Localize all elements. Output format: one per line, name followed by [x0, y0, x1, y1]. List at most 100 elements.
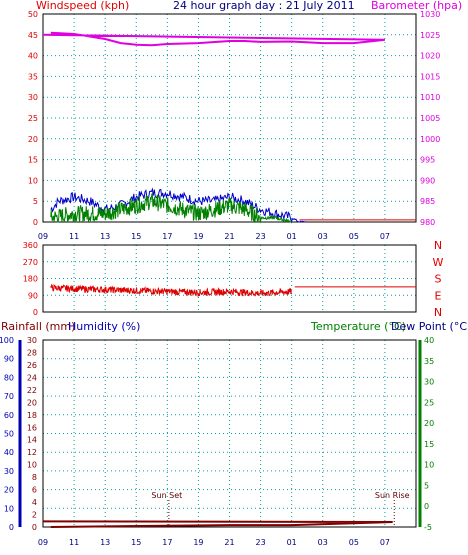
- temp-ytick-40: 40: [424, 336, 434, 345]
- hum-xtick-21: 21: [224, 538, 234, 547]
- rain-ytick-20: 20: [27, 398, 37, 407]
- wind-xtick-17: 17: [162, 232, 172, 241]
- humidity-label: Humidity (%): [68, 320, 141, 333]
- rain-ytick-24: 24: [27, 373, 37, 382]
- rain-ytick-0: 0: [32, 523, 37, 532]
- hum-xtick-23: 23: [255, 538, 265, 547]
- wind-chart-frame: [42, 13, 417, 223]
- hum-ytick-100: 100: [0, 336, 14, 345]
- hum-xtick-15: 15: [131, 538, 141, 547]
- hum-ytick-80: 80: [4, 373, 14, 382]
- dir-ytick-0: 0: [33, 308, 38, 317]
- hum-ytick-90: 90: [4, 355, 14, 364]
- hum-xtick-13: 13: [100, 538, 110, 547]
- hum-ytick-50: 50: [4, 430, 14, 439]
- calm-series: [50, 193, 292, 224]
- wind-ytick-25: 25: [28, 114, 38, 123]
- temp-ytick--5: -5: [424, 523, 432, 532]
- dir-compass-2: S: [435, 273, 442, 286]
- temp-ytick-20: 20: [424, 419, 434, 428]
- sun-set-label: Sun Set: [151, 491, 182, 500]
- baro-ytick-1000: 1000: [420, 135, 440, 144]
- sun-rise-label: Sun Rise: [375, 491, 410, 500]
- dir-ytick-360: 360: [23, 241, 38, 250]
- hum-ytick-70: 70: [4, 392, 14, 401]
- baro-ytick-1015: 1015: [420, 72, 440, 81]
- wind-xtick-21: 21: [224, 232, 234, 241]
- temp-ytick-10: 10: [424, 461, 434, 470]
- dew-point-label: Dew Point (°C): [391, 320, 468, 333]
- dir-compass-0: N: [434, 239, 442, 252]
- wind-xtick-13: 13: [100, 232, 110, 241]
- wind-xtick-15: 15: [131, 232, 141, 241]
- hum-xtick-17: 17: [162, 538, 172, 547]
- baro-ytick-995: 995: [420, 156, 435, 165]
- baro-ytick-985: 985: [420, 197, 435, 206]
- rain-ytick-2: 2: [32, 511, 37, 520]
- wind-ytick-35: 35: [28, 72, 38, 81]
- hum-ytick-20: 20: [4, 486, 14, 495]
- temp-ytick-0: 0: [424, 502, 429, 511]
- temp-ytick-15: 15: [424, 440, 434, 449]
- wind-ytick-0: 0: [33, 218, 38, 227]
- wind-ytick-15: 15: [28, 156, 38, 165]
- dir-compass-4: N: [434, 306, 442, 319]
- wind-ytick-40: 40: [28, 52, 38, 61]
- rainfall-series: [42, 520, 393, 528]
- rain-ytick-8: 8: [32, 473, 37, 482]
- rain-ytick-28: 28: [27, 348, 37, 357]
- wind-ytick-10: 10: [28, 176, 38, 185]
- dir-ytick-180: 180: [23, 275, 38, 284]
- dir-ytick-90: 90: [28, 291, 38, 300]
- wind-xtick-03: 03: [318, 232, 328, 241]
- rain-ytick-14: 14: [27, 436, 37, 445]
- temp-ytick-5: 5: [424, 481, 429, 490]
- baro-ytick-1010: 1010: [420, 93, 440, 102]
- wind-xtick-05: 05: [349, 232, 359, 241]
- hum-ytick-30: 30: [4, 467, 14, 476]
- temp-ytick-30: 30: [424, 378, 434, 387]
- rain-ytick-30: 30: [27, 336, 37, 345]
- dir-chart-frame: [42, 244, 417, 313]
- dir-ytick-270: 270: [23, 258, 38, 267]
- hum-xtick-05: 05: [349, 538, 359, 547]
- rain-ytick-10: 10: [27, 461, 37, 470]
- barometer-series: [42, 31, 386, 47]
- graph-day-title: 24 hour graph day : 21 July 2011: [173, 0, 355, 12]
- temperature-label: Temperature (°C): [311, 320, 406, 333]
- direction-series: [50, 283, 292, 298]
- hum-xtick-01: 01: [287, 538, 297, 547]
- hum-ytick-0: 0: [9, 523, 14, 532]
- wind-xtick-09: 09: [38, 232, 48, 241]
- rain-ytick-12: 12: [27, 448, 37, 457]
- temp-ytick-25: 25: [424, 398, 434, 407]
- temp-ytick-35: 35: [424, 357, 434, 366]
- rain-ytick-6: 6: [32, 486, 37, 495]
- rainfall-label: Rainfall (mm): [1, 320, 76, 333]
- hum-xtick-03: 03: [318, 538, 328, 547]
- wind-ytick-30: 30: [28, 93, 38, 102]
- baro-ytick-1020: 1020: [420, 52, 440, 61]
- wind-xtick-01: 01: [287, 232, 297, 241]
- dir-compass-3: E: [435, 289, 442, 302]
- baro-ytick-990: 990: [420, 176, 435, 185]
- wind-xtick-07: 07: [380, 232, 390, 241]
- hum-xtick-07: 07: [380, 538, 390, 547]
- baro-ytick-1030: 1030: [420, 10, 440, 19]
- hum-chart-frame: [42, 339, 417, 528]
- average-series: [50, 187, 307, 224]
- baro-ytick-1005: 1005: [420, 114, 440, 123]
- wind-ytick-5: 5: [33, 197, 38, 206]
- windspeed-title: Windspeed (kph): [36, 0, 130, 12]
- wind-ytick-45: 45: [28, 31, 38, 40]
- hum-xtick-19: 19: [193, 538, 203, 547]
- rain-ytick-16: 16: [27, 423, 37, 432]
- baro-ytick-1025: 1025: [420, 31, 440, 40]
- wind-xtick-23: 23: [255, 232, 265, 241]
- rain-ytick-26: 26: [27, 361, 37, 370]
- hum-ytick-40: 40: [4, 448, 14, 457]
- wind-ytick-50: 50: [28, 10, 38, 19]
- hum-xtick-09: 09: [38, 538, 48, 547]
